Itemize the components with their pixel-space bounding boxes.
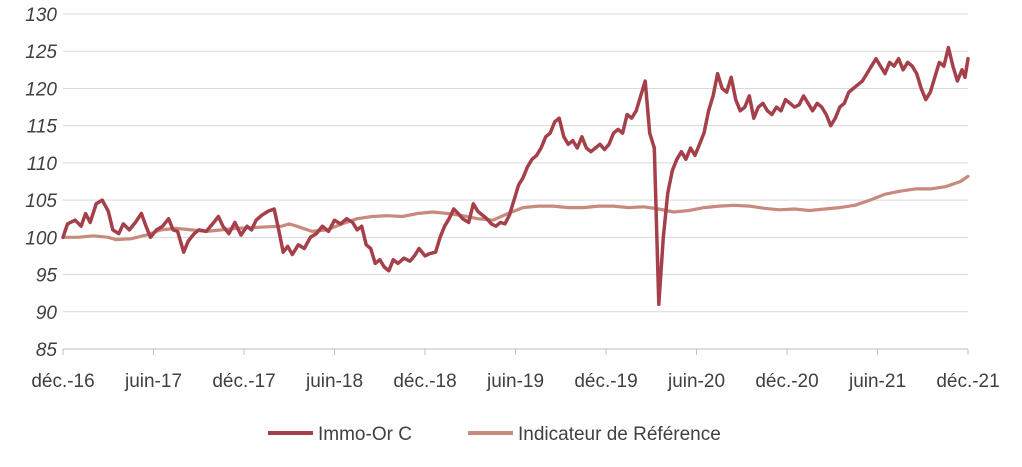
- gridlines: [63, 13, 968, 313]
- x-tick-label: juin-17: [124, 371, 182, 392]
- y-tick-label: 90: [36, 303, 58, 324]
- y-axis-ticks: 85 90 95 100 105 110 115 120 125 130: [25, 5, 57, 361]
- x-tick-label: juin-18: [305, 371, 363, 392]
- x-tick-label: déc.-21: [936, 371, 999, 392]
- y-tick-label: 105: [25, 191, 57, 212]
- legend-label: Indicateur de Référence: [518, 424, 721, 445]
- x-tick-label: déc.-17: [212, 371, 275, 392]
- series-line-immo-or-c: [61, 45, 970, 307]
- y-tick-label: 110: [27, 154, 58, 175]
- x-tick-label: déc.-19: [574, 371, 637, 392]
- x-tick-label: juin-19: [486, 371, 544, 392]
- x-tick-label: déc.-16: [31, 371, 94, 392]
- y-tick-label: 115: [27, 117, 58, 138]
- x-tick-label: juin-20: [667, 371, 725, 392]
- y-tick-label: 85: [36, 340, 58, 361]
- series-lines: [61, 45, 970, 307]
- y-tick-label: 120: [25, 79, 57, 100]
- x-axis-ticks: déc.-16 juin-17 déc.-17 juin-18 déc.-18 juin-…: [31, 349, 1000, 392]
- y-tick-label: 125: [25, 42, 57, 63]
- x-tick-label: déc.-20: [755, 371, 818, 392]
- y-tick-label: 100: [25, 228, 57, 249]
- y-tick-label: 130: [25, 5, 57, 26]
- y-tick-label: 95: [36, 266, 58, 287]
- legend-label: Immo-Or C: [318, 424, 412, 445]
- x-tick-label: déc.-18: [393, 371, 456, 392]
- x-tick-label: juin-21: [848, 371, 906, 392]
- legend: Immo-Or C Indicateur de Référence: [268, 424, 721, 445]
- series-line-indicateur-de-reference: [61, 174, 970, 242]
